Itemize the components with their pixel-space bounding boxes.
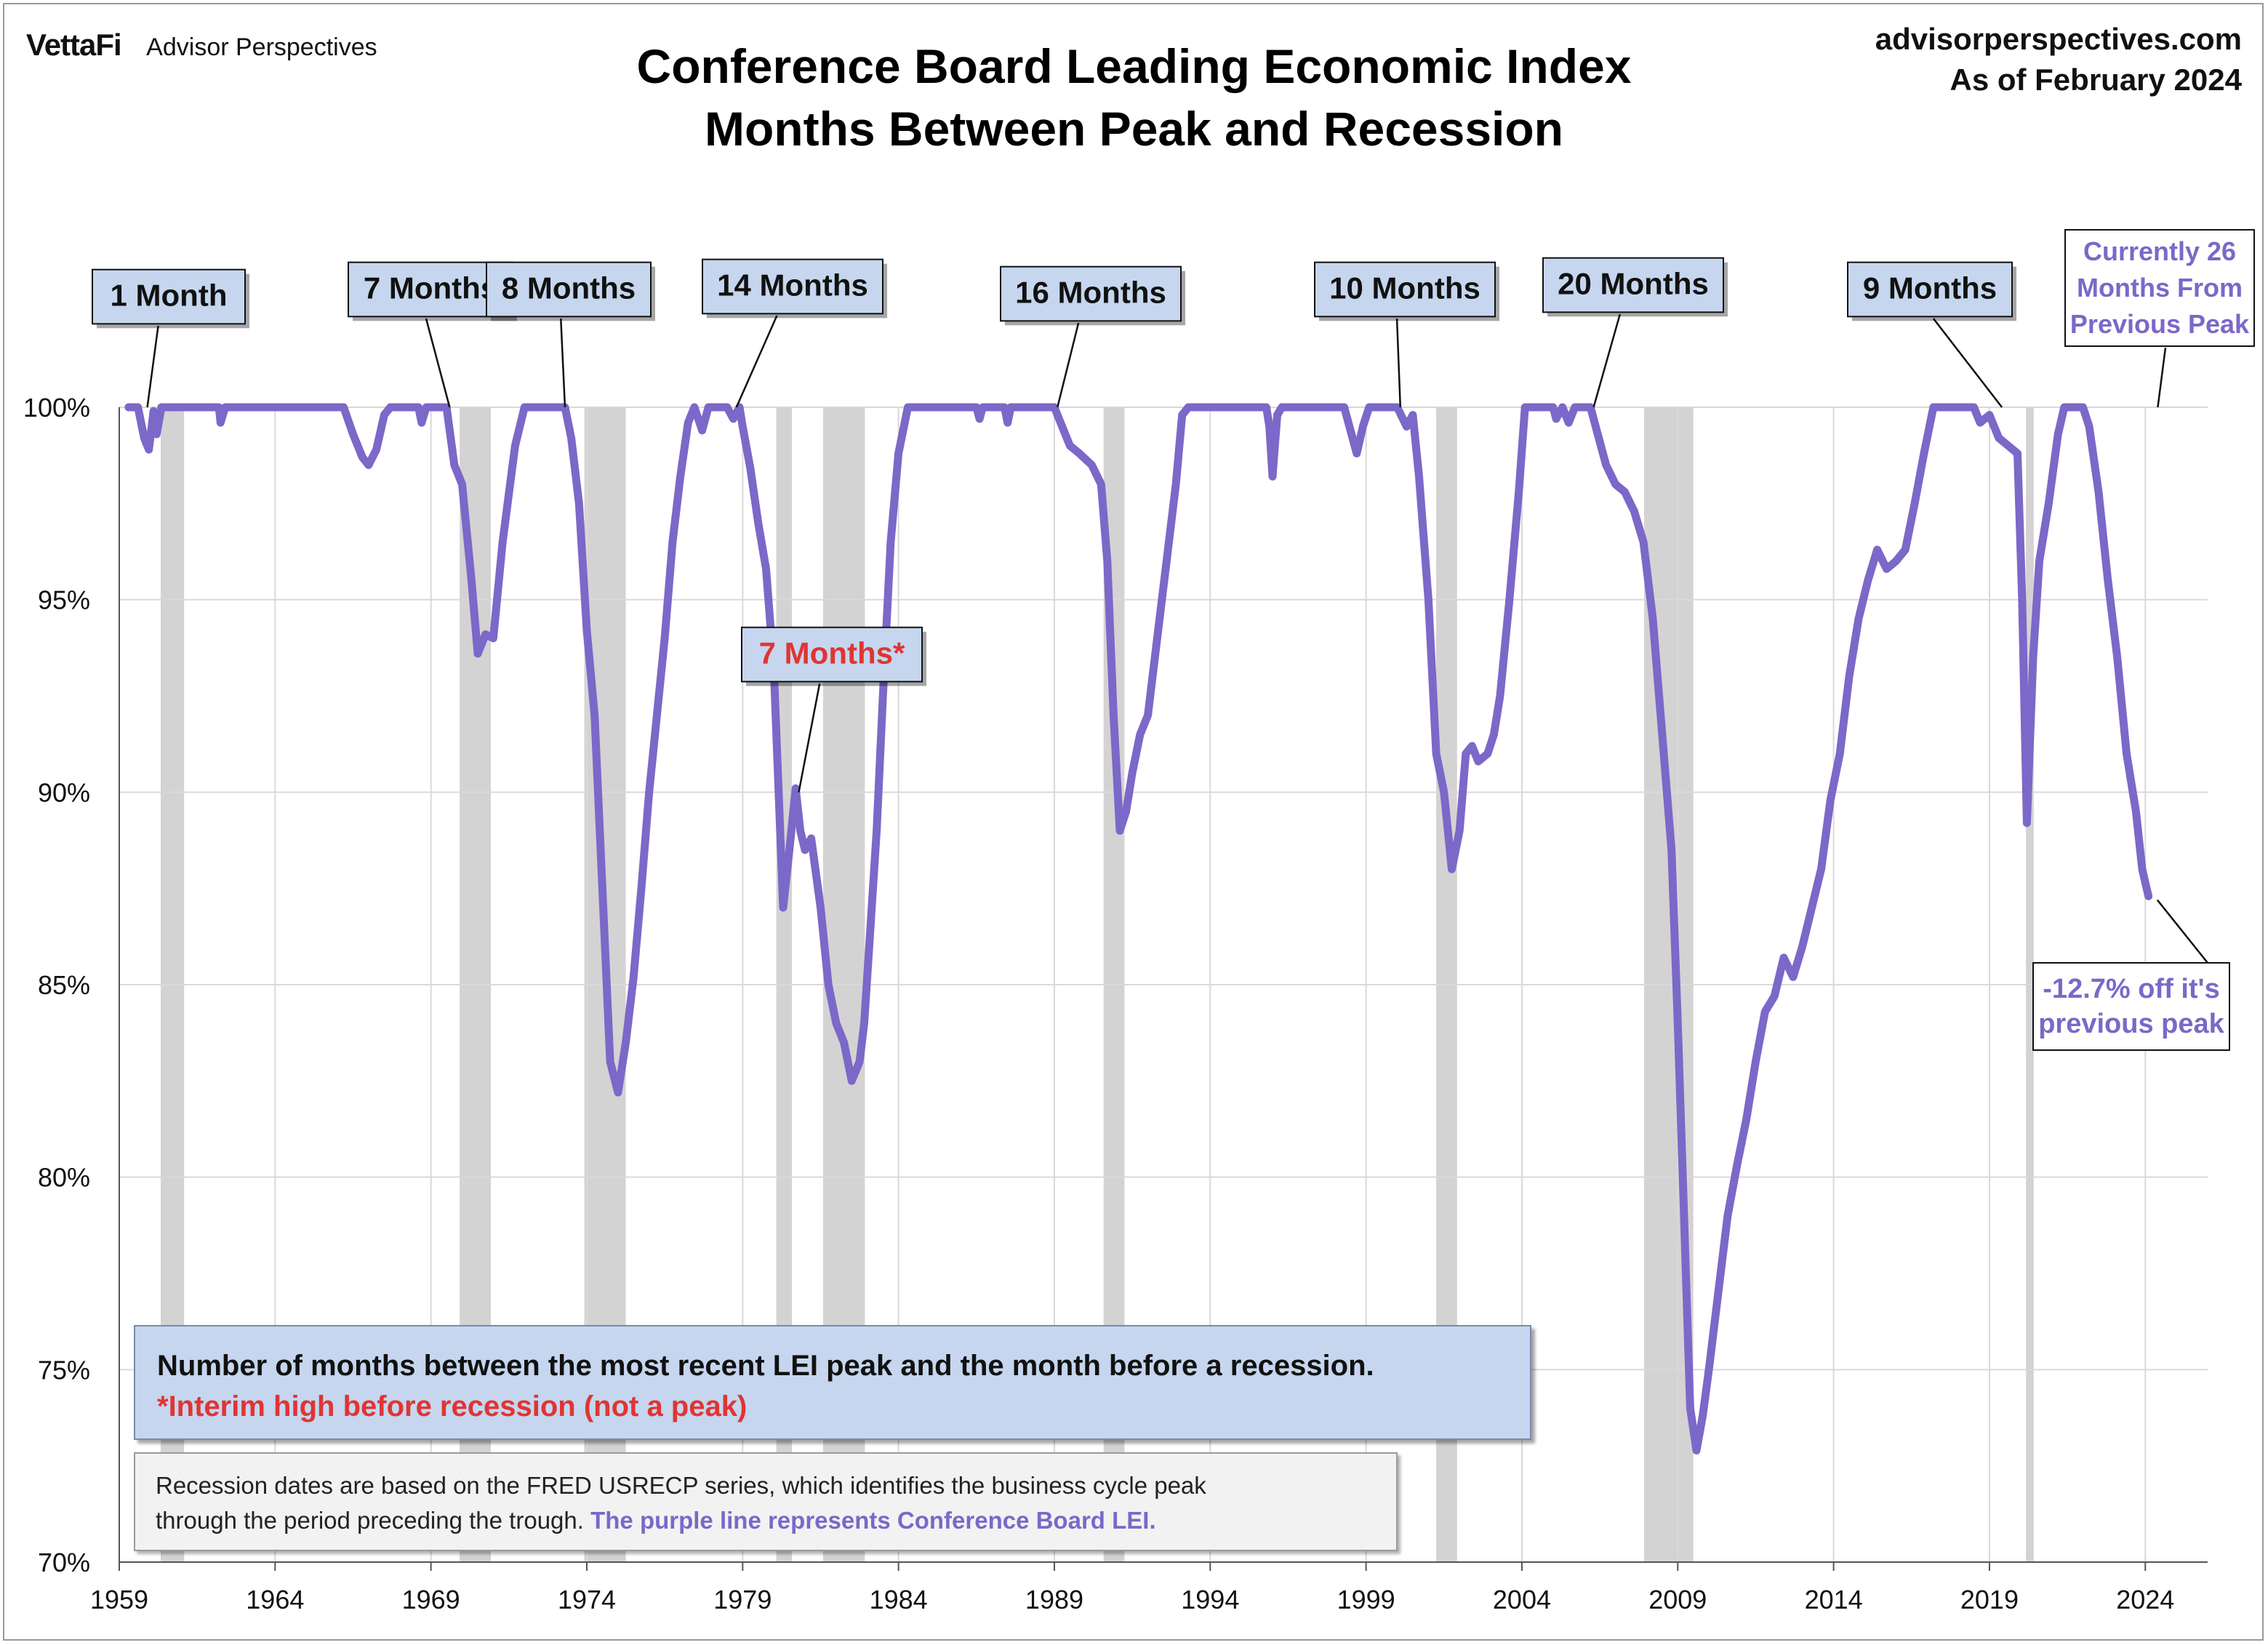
chart-title-line2: Months Between Peak and Recession xyxy=(704,102,1563,156)
annotation-label-text: 9 Months xyxy=(1863,271,1997,305)
annotation-leader xyxy=(559,318,566,408)
x-tick-label: 1964 xyxy=(246,1585,304,1614)
annotation-label: 1 Month xyxy=(92,268,249,329)
annotation-label-text: 16 Months xyxy=(1015,275,1166,309)
current-note-leader xyxy=(2157,347,2167,408)
current-note: Currently 26 Months From Previous Peak xyxy=(2064,229,2255,347)
annotation-leader xyxy=(1592,313,1622,408)
y-tick-label: 95% xyxy=(38,585,90,615)
x-tick-label: 1989 xyxy=(1025,1585,1083,1614)
annotation-label-text: 20 Months xyxy=(1558,266,1709,300)
annotation-label-box xyxy=(1314,261,1496,318)
lei-series-line xyxy=(124,403,2153,1454)
annotation-label: 20 Months xyxy=(1542,257,1728,317)
annotation-label: 14 Months xyxy=(702,258,887,319)
annotation-label-text: 1 Month xyxy=(111,278,228,312)
annotation-label: 7 Months* xyxy=(741,626,926,687)
current-note-text: Currently 26 xyxy=(2083,236,2236,266)
y-tick-label: 100% xyxy=(23,393,90,423)
x-tick-label: 1974 xyxy=(558,1585,616,1614)
annotation-leader xyxy=(1932,318,2003,408)
annotation-leader xyxy=(735,315,778,408)
source-note-highlight: The purple line represents Conference Bo… xyxy=(583,1507,1156,1534)
source-note-plain: through the period preceding the trough. xyxy=(156,1507,584,1534)
site-url: advisorperspectives.com xyxy=(1875,22,2242,56)
months-note-box: Number of months between the most recent… xyxy=(134,1325,1531,1440)
x-tick-label: 1984 xyxy=(870,1585,928,1614)
annotation-leader xyxy=(1395,318,1402,408)
current-note-text: Months From xyxy=(2077,273,2243,303)
x-tick-label: 1979 xyxy=(713,1585,772,1614)
chart-title-line1: Conference Board Leading Economic Index xyxy=(636,39,1632,93)
x-tick-label: 2009 xyxy=(1648,1585,1707,1614)
annotation-label-box xyxy=(1847,261,2013,318)
x-tick-label: 1999 xyxy=(1337,1585,1395,1614)
brand-logo: VettaFi xyxy=(26,28,122,62)
y-tick-label: 80% xyxy=(38,1163,90,1193)
annotation-label-text: 10 Months xyxy=(1329,271,1480,305)
annotation-label-box xyxy=(348,261,513,318)
months-note-text: Number of months between the most recent… xyxy=(157,1350,1374,1382)
drop-note-leader xyxy=(2156,899,2208,964)
annotation-leader xyxy=(1057,322,1080,408)
y-tick-label: 90% xyxy=(38,777,90,807)
x-tick-label: 2019 xyxy=(1960,1585,2019,1614)
as-of-date: As of February 2024 xyxy=(1950,63,2242,97)
annotation-label-box xyxy=(486,261,652,318)
annotation-leader xyxy=(146,325,159,408)
x-tick-label: 2024 xyxy=(2116,1585,2174,1614)
chart-frame xyxy=(3,3,2264,1641)
drop-note-text: previous peak xyxy=(2038,1009,2224,1039)
annotation-label: 16 Months xyxy=(1000,265,1185,326)
drop-note: -12.7% off it's previous peak xyxy=(2032,962,2230,1051)
annotation-leader xyxy=(425,318,451,408)
x-tick-label: 1994 xyxy=(1181,1585,1239,1614)
annotation-label: 10 Months xyxy=(1314,261,1499,321)
annotation-leader xyxy=(798,683,821,793)
x-tick-label: 2004 xyxy=(1493,1585,1551,1614)
chart-title: Conference Board Leading Economic Index … xyxy=(0,35,2268,160)
annotation-label-box xyxy=(1542,257,1724,313)
x-tick-label: 1959 xyxy=(90,1585,148,1614)
annotation-label-text: 8 Months xyxy=(502,271,636,305)
y-tick-label: 70% xyxy=(38,1548,90,1577)
y-tick-label: 85% xyxy=(38,970,90,1000)
brand-name: Advisor Perspectives xyxy=(146,33,377,61)
brand: VettaFi Advisor Perspectives xyxy=(26,28,377,63)
annotation-label-text: 7 Months* xyxy=(759,636,905,670)
site-info: advisorperspectives.com As of February 2… xyxy=(1875,19,2242,100)
y-tick-label: 75% xyxy=(38,1355,90,1385)
source-note-line2: through the period preceding the trough.… xyxy=(156,1503,1376,1538)
annotation-label-text: 7 Months xyxy=(364,271,497,305)
annotation-label-box xyxy=(702,258,883,315)
drop-note-box xyxy=(2032,962,2230,1051)
annotation-label-box xyxy=(741,626,923,683)
annotation-label-box xyxy=(92,268,246,325)
current-note-box xyxy=(2064,229,2255,347)
source-note-line1: Recession dates are based on the FRED US… xyxy=(156,1472,1206,1499)
x-tick-label: 1969 xyxy=(402,1585,460,1614)
drop-note-text: -12.7% off it's xyxy=(2043,974,2219,1004)
interim-note-text: *Interim high before recession (not a pe… xyxy=(157,1390,748,1422)
annotation-label: 9 Months xyxy=(1847,261,2016,321)
x-tick-label: 2014 xyxy=(1805,1585,1863,1614)
annotation-label: 8 Months xyxy=(486,261,655,321)
current-note-text: Previous Peak xyxy=(2070,309,2250,339)
annotation-label-box xyxy=(1000,265,1182,322)
annotation-label-text: 14 Months xyxy=(717,268,868,302)
source-note-box: Recession dates are based on the FRED US… xyxy=(134,1452,1398,1551)
